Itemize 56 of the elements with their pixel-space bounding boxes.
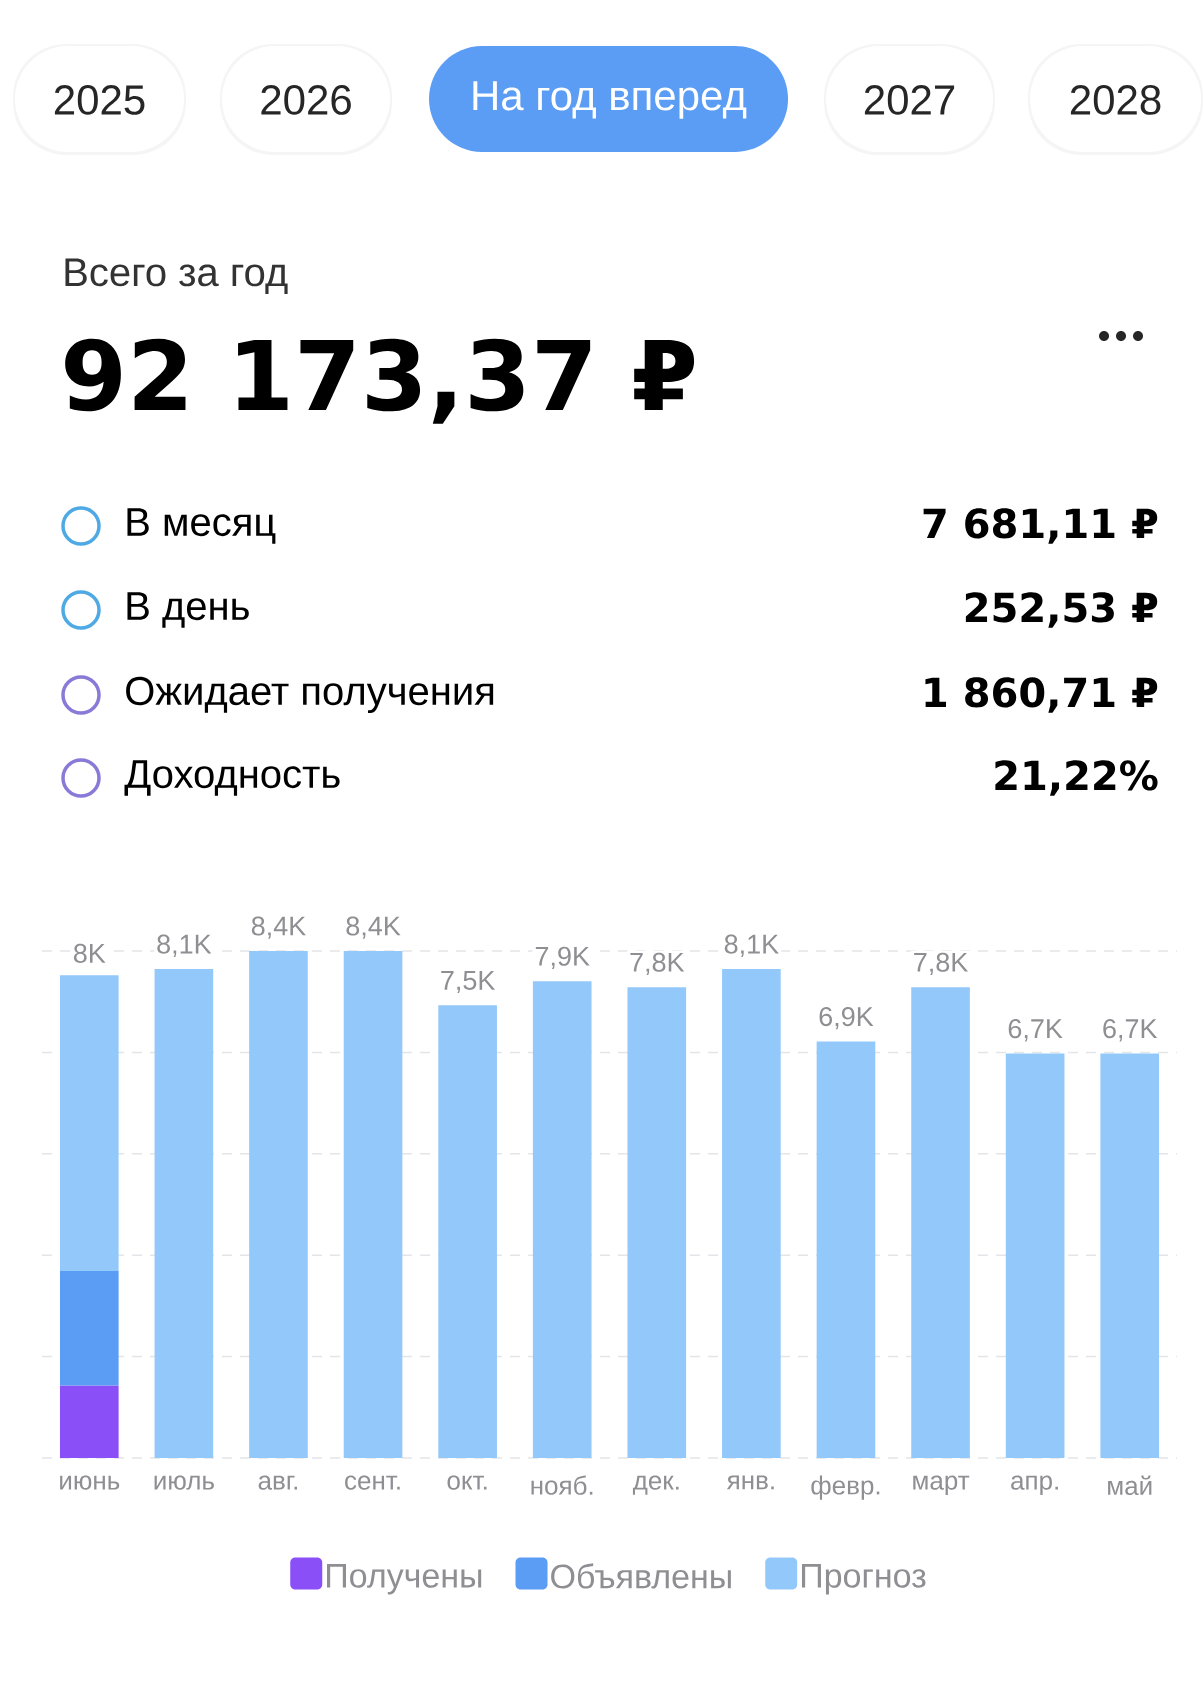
text: 252,53 ₽ [965, 592, 1158, 628]
data-label: 6,7K [1008, 1019, 1063, 1042]
bar [532, 981, 592, 1458]
data-label: 7,9K [535, 946, 590, 969]
text: В месяц [127, 508, 276, 544]
text: 2027 [864, 85, 955, 115]
legend-label: Объявлены [551, 1563, 731, 1589]
x-tick-label: июнь [60, 1475, 120, 1490]
data-label: 8,4K [346, 916, 401, 939]
x-tick-label: янв. [726, 1475, 774, 1490]
x-tick-label: авг. [258, 1475, 297, 1490]
data-label: 7,5K [441, 971, 496, 994]
data-label: 6,9K [819, 1007, 874, 1030]
data-label: 7,8K [630, 952, 685, 976]
x-tick-label: дек. [632, 1475, 679, 1495]
x-tick-label: нояб. [531, 1475, 593, 1495]
legend-label: Получены [327, 1564, 482, 1595]
data-label: 8,1K [724, 934, 779, 957]
x-tick-label: май [1108, 1475, 1152, 1496]
legend-label: Прогноз [801, 1564, 926, 1595]
x-tick-label: сент. [345, 1475, 400, 1490]
bar [249, 951, 308, 1458]
text: Доходность [124, 760, 340, 796]
bar [1005, 1053, 1065, 1458]
text: Ожидает получения [126, 676, 494, 714]
bar [816, 1041, 876, 1458]
total-label: 8K [73, 943, 106, 963]
text: 2026 [261, 85, 351, 115]
x-tick-label: март [913, 1475, 970, 1495]
x-tick-label: окт. [447, 1475, 487, 1490]
text: 1 860,71 ₽ [925, 677, 1158, 713]
x-tick-label: февр. [811, 1475, 880, 1500]
bar [59, 1270, 119, 1386]
text: Всего за год [65, 258, 288, 294]
bar [1100, 1053, 1160, 1458]
bar [59, 975, 119, 1271]
text: 2025 [54, 85, 145, 115]
text: На год вперед [473, 81, 747, 119]
data-label: 8,4K [251, 916, 306, 939]
text: 92 173,37 ₽ [65, 338, 695, 424]
text: В день [127, 592, 249, 628]
text: 2028 [1070, 85, 1161, 115]
text: 7 681,11 ₽ [923, 508, 1158, 544]
bar [59, 1385, 119, 1458]
x-tick-label: июль [154, 1475, 214, 1490]
bar [154, 969, 214, 1458]
data-label: 6,7K [1103, 1019, 1158, 1042]
bar [438, 1005, 497, 1458]
bar [911, 987, 970, 1458]
data-label: 8,1K [157, 934, 212, 957]
data-label: 7,8K [914, 952, 969, 976]
bar [722, 969, 781, 1458]
text: 21,22% [995, 760, 1158, 796]
bar [343, 951, 403, 1458]
x-tick-label: апр. [1011, 1475, 1058, 1495]
bar [627, 987, 687, 1458]
